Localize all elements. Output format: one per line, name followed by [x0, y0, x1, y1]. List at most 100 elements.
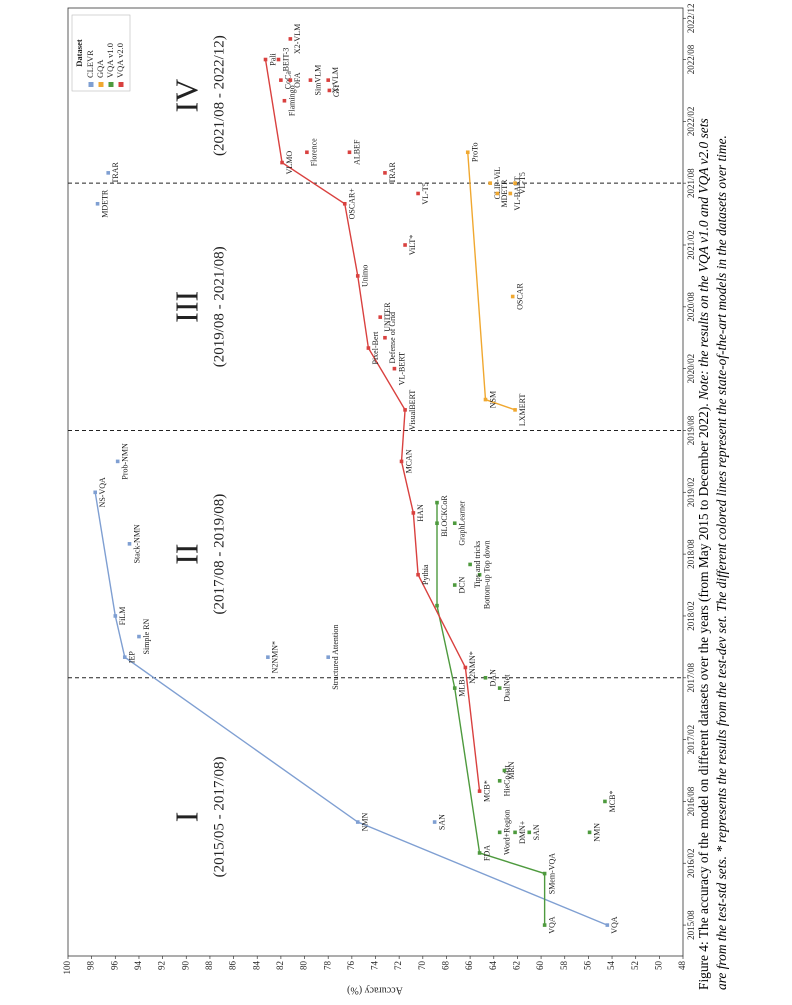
data-point — [399, 459, 404, 464]
period-numeral: III — [168, 291, 204, 323]
x-tick-label: 2020/08 — [686, 292, 696, 322]
data-point — [497, 686, 502, 690]
y-tick-label: 96 — [109, 961, 119, 971]
point-label: VL-BART — [513, 176, 522, 210]
data-point — [468, 562, 472, 567]
x-tick-label: 2017/02 — [686, 725, 696, 755]
point-label: DAN — [488, 669, 497, 687]
point-label: TRAR — [111, 162, 120, 184]
data-point — [508, 191, 513, 196]
point-label: VL-BERT — [397, 352, 406, 385]
data-point — [416, 572, 420, 577]
point-label: HAN — [416, 504, 425, 522]
data-point — [95, 201, 100, 206]
point-label: X2-VLM — [293, 24, 302, 54]
point-label: FDA — [482, 845, 491, 861]
data-point — [435, 500, 439, 505]
y-tick-label: 56 — [582, 961, 592, 971]
point-label: MDETR — [100, 189, 109, 218]
point-label: Bottom-up Top down — [482, 540, 491, 609]
x-tick-label: 2017/08 — [686, 663, 696, 693]
data-point — [305, 150, 309, 155]
x-tick-label: 2020/02 — [686, 354, 696, 384]
point-label: MCB* — [482, 780, 491, 802]
point-label: ProTo — [471, 143, 480, 162]
point-label: N2NMN* — [468, 651, 477, 683]
x-tick-label: 2019/08 — [686, 415, 696, 445]
y-tick-label: 82 — [275, 961, 285, 970]
data-point — [280, 160, 284, 165]
point-label: Structured Attention — [331, 625, 340, 690]
data-point — [452, 583, 457, 587]
point-label: LXMERT — [518, 394, 527, 427]
data-point — [488, 181, 493, 185]
point-label: GIT — [332, 84, 341, 97]
point-label: Simple RN — [142, 618, 151, 654]
period-range: (2019/08 - 2021/08) — [211, 246, 227, 367]
data-point — [435, 603, 439, 608]
data-point — [383, 335, 387, 340]
point-label: SAN — [437, 814, 446, 830]
y-tick-label: 74 — [370, 961, 380, 971]
point-label: NSM — [488, 391, 497, 408]
data-point — [366, 346, 371, 350]
data-point — [378, 315, 383, 319]
data-point — [513, 181, 517, 185]
data-point — [326, 78, 330, 82]
y-tick-label: 52 — [630, 961, 640, 970]
point-label: SMem-VQA — [547, 853, 556, 895]
point-label: MRN — [507, 761, 516, 779]
legend-label: GQA — [95, 59, 105, 78]
data-point — [106, 171, 111, 175]
data-point — [432, 820, 437, 824]
point-label: OSCAR — [516, 283, 525, 310]
point-label: NMN — [592, 823, 601, 842]
point-label: Prob-NMN — [121, 443, 130, 480]
sota-line — [264, 59, 481, 792]
data-point — [483, 397, 488, 402]
caption-note: are from the test-std sets. * represents… — [714, 135, 729, 990]
data-point — [403, 408, 407, 412]
point-label: NMN — [361, 812, 370, 831]
point-label: SAN — [532, 824, 541, 840]
x-tick-label: 2021/08 — [686, 168, 696, 198]
point-label: OFA — [293, 72, 302, 88]
point-label: N2NMN* — [271, 641, 280, 673]
point-label: NS-VQA — [98, 477, 107, 507]
data-point — [502, 768, 507, 773]
y-tick-label: 60 — [535, 961, 545, 971]
y-tick-label: 62 — [511, 961, 521, 970]
point-label: ViLT* — [408, 235, 417, 256]
y-tick-label: 64 — [488, 961, 498, 971]
data-point — [122, 655, 127, 659]
data-point — [542, 923, 547, 927]
data-point — [513, 830, 517, 835]
legend-marker — [98, 82, 104, 87]
caption-text: Figure 4: The accuracy of the model on d… — [696, 403, 711, 990]
point-label: MCB* — [608, 791, 617, 813]
point-label: IEP — [128, 651, 137, 664]
period-range: (2015/05 - 2017/08) — [211, 756, 227, 877]
data-point — [587, 830, 592, 835]
point-label: Defense of Grid — [388, 312, 397, 364]
plot-frame — [67, 7, 684, 957]
x-tick-label: 2018/02 — [686, 601, 696, 631]
y-tick-label: 66 — [464, 961, 474, 971]
data-point — [266, 655, 270, 659]
x-tick-label: 2016/08 — [686, 786, 696, 816]
point-label: ALBEF — [352, 139, 361, 165]
x-tick-label: 2016/02 — [686, 849, 696, 879]
data-point — [513, 408, 517, 412]
data-point — [308, 78, 313, 82]
point-label: MCAN — [404, 449, 413, 473]
point-label: GraphLearner — [458, 500, 467, 545]
data-point — [288, 37, 293, 41]
point-label: VL-T5 — [421, 182, 430, 204]
y-tick-label: 84 — [251, 961, 261, 971]
point-label: Word+Region — [503, 810, 512, 855]
rotated-figure: Accuracy (%) Figure 4: The accuracy of t… — [62, 4, 729, 996]
data-point — [355, 274, 360, 278]
data-point — [327, 88, 332, 93]
point-label: VQA — [610, 916, 619, 934]
point-label: Flamingo — [287, 85, 296, 116]
